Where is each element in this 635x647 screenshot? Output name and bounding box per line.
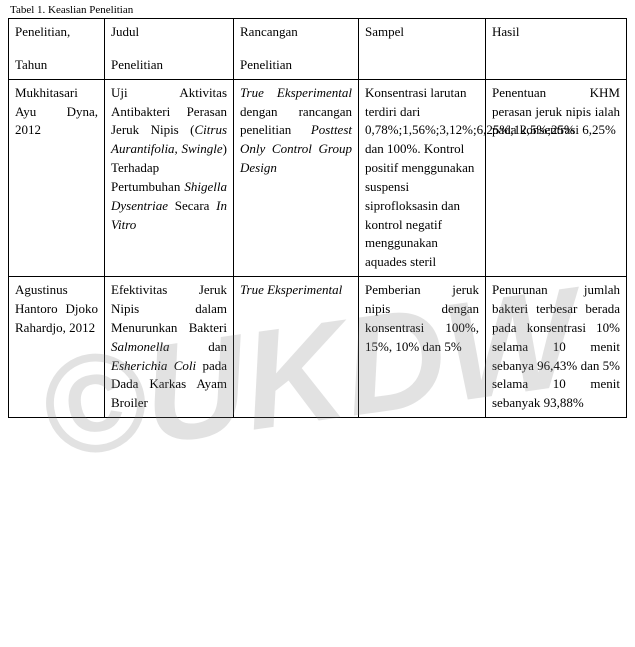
col-header-penelitian: Penelitian, Tahun: [9, 19, 105, 80]
cell-hasil: Penentuan KHM perasan jeruk nipis ialah …: [486, 79, 627, 276]
cell-sampel: Konsentrasi larutan terdiri dari 0,78%;1…: [359, 79, 486, 276]
col-header-judul: Judul Penelitian: [105, 19, 234, 80]
col-header-line1: Rancangan: [240, 23, 352, 42]
col-header-sampel: Sampel: [359, 19, 486, 80]
col-header-line2: Penelitian: [240, 56, 352, 75]
cell-penelitian: Mukhitasari Ayu Dyna, 2012: [9, 79, 105, 276]
cell-penelitian: Agustinus Hantoro Djoko Rahardjo, 2012: [9, 277, 105, 418]
table-row: Agustinus Hantoro Djoko Rahardjo, 2012 E…: [9, 277, 627, 418]
col-header-line1: Sampel: [365, 23, 479, 42]
table-row: Mukhitasari Ayu Dyna, 2012 Uji Aktivitas…: [9, 79, 627, 276]
cell-rancangan: True Eksperimental dengan rancangan pene…: [234, 79, 359, 276]
col-header-hasil: Hasil: [486, 19, 627, 80]
col-header-line1: Penelitian,: [15, 23, 98, 42]
col-header-rancangan: Rancangan Penelitian: [234, 19, 359, 80]
cell-rancangan: True Eksperimental: [234, 277, 359, 418]
table-header-row: Penelitian, Tahun Judul Penelitian Ranca…: [9, 19, 627, 80]
col-header-line2: Tahun: [15, 56, 98, 75]
cell-judul: Efektivitas Jeruk Nipis dalam Menurunkan…: [105, 277, 234, 418]
research-table: Penelitian, Tahun Judul Penelitian Ranca…: [8, 18, 627, 418]
cell-judul: Uji Aktivitas Antibakteri Perasan Jeruk …: [105, 79, 234, 276]
col-header-line2: Penelitian: [111, 56, 227, 75]
col-header-line1: Judul: [111, 23, 227, 42]
table-caption: Tabel 1. Keaslian Penelitian: [8, 4, 627, 16]
col-header-line1: Hasil: [492, 23, 620, 42]
cell-hasil: Penurunan jumlah bakteri terbesar berada…: [486, 277, 627, 418]
cell-sampel: Pemberian jeruk nipis dengan konsentrasi…: [359, 277, 486, 418]
